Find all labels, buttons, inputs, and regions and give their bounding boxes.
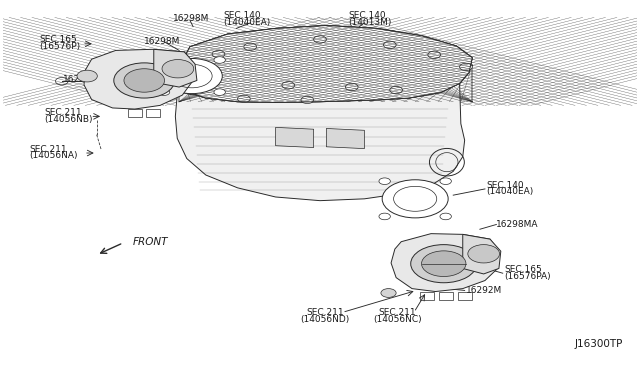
Text: SEC.211: SEC.211 — [379, 308, 416, 317]
Polygon shape — [84, 49, 193, 109]
Text: (14056ND): (14056ND) — [300, 314, 349, 324]
Circle shape — [158, 89, 170, 96]
Polygon shape — [391, 234, 499, 292]
Polygon shape — [179, 26, 472, 102]
Circle shape — [379, 213, 390, 220]
Circle shape — [114, 63, 175, 98]
Circle shape — [244, 43, 257, 51]
Circle shape — [422, 251, 466, 276]
Text: (14013M): (14013M) — [349, 18, 392, 27]
Text: (14056NA): (14056NA) — [29, 151, 78, 160]
Circle shape — [440, 178, 451, 185]
Text: SEC.140: SEC.140 — [349, 11, 386, 20]
Circle shape — [77, 70, 97, 82]
Circle shape — [214, 89, 225, 96]
Polygon shape — [463, 234, 501, 274]
Circle shape — [301, 96, 314, 103]
Text: (14040EA): (14040EA) — [486, 187, 534, 196]
Circle shape — [162, 60, 194, 78]
Circle shape — [212, 51, 225, 58]
Text: SEC.165: SEC.165 — [40, 35, 77, 44]
Circle shape — [390, 86, 403, 94]
Text: SEC.211: SEC.211 — [44, 108, 82, 117]
Text: 16292M: 16292M — [63, 75, 99, 84]
Circle shape — [460, 63, 472, 71]
Polygon shape — [326, 128, 364, 149]
Text: (14040EA): (14040EA) — [223, 18, 271, 27]
Text: SEC.211: SEC.211 — [307, 308, 344, 317]
Text: SEC.165: SEC.165 — [504, 265, 541, 274]
Circle shape — [158, 57, 170, 63]
Circle shape — [440, 213, 451, 220]
Text: (16576P): (16576P) — [40, 42, 81, 51]
Circle shape — [124, 69, 164, 92]
Text: (14056NB): (14056NB) — [44, 115, 93, 124]
Circle shape — [382, 180, 448, 218]
Text: 16298M: 16298M — [173, 14, 209, 23]
Circle shape — [346, 83, 358, 91]
Text: SEC.140: SEC.140 — [486, 181, 524, 190]
Text: 16298M: 16298M — [143, 38, 180, 46]
Text: SEC.140: SEC.140 — [223, 11, 261, 20]
Text: 16292M: 16292M — [466, 286, 502, 295]
Circle shape — [411, 245, 477, 283]
Text: SEC.211: SEC.211 — [29, 145, 67, 154]
Circle shape — [282, 81, 294, 89]
Circle shape — [381, 289, 396, 297]
Circle shape — [184, 58, 196, 66]
Circle shape — [237, 95, 250, 102]
Polygon shape — [154, 49, 197, 87]
Circle shape — [161, 58, 222, 94]
Polygon shape — [175, 80, 465, 201]
Polygon shape — [179, 26, 472, 102]
Circle shape — [314, 36, 326, 43]
Circle shape — [383, 41, 396, 49]
Text: 16298MA: 16298MA — [497, 220, 539, 229]
Polygon shape — [276, 127, 314, 148]
Circle shape — [468, 245, 500, 263]
PathPatch shape — [179, 26, 472, 102]
Text: (16576PA): (16576PA) — [504, 272, 550, 280]
Text: FRONT: FRONT — [133, 237, 168, 247]
Text: J16300TP: J16300TP — [575, 339, 623, 349]
Text: (14056NC): (14056NC) — [373, 314, 422, 324]
Circle shape — [214, 57, 225, 63]
Circle shape — [379, 178, 390, 185]
Circle shape — [428, 51, 440, 58]
